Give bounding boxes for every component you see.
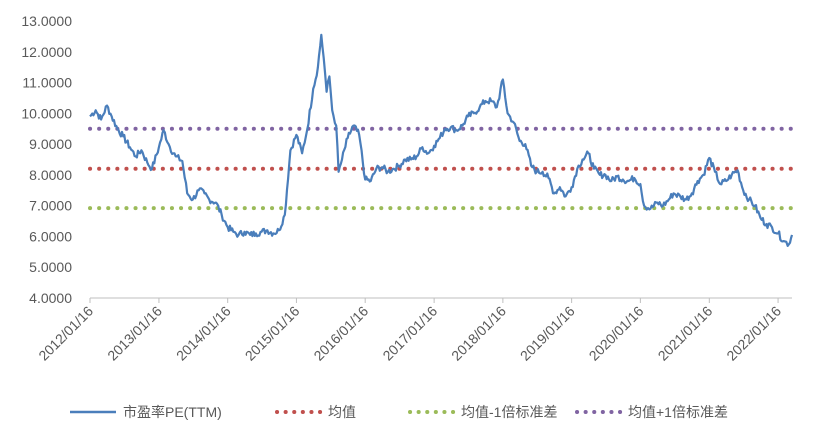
pe-series-layer <box>89 33 794 247</box>
x-tick-label: 2018/01/16 <box>448 303 509 364</box>
x-tick-label: 2022/01/16 <box>723 303 784 364</box>
y-tick-label: 13.0000 <box>21 13 72 29</box>
x-tick-label: 2016/01/16 <box>310 303 371 364</box>
legend: 市盈率PE(TTM) 均值 均值-1倍标准差 均值+1倍标准差 <box>70 404 728 420</box>
band-lines-layer <box>88 126 794 211</box>
y-tick-label: 9.0000 <box>29 136 72 152</box>
legend-label: 均值 <box>328 404 356 420</box>
x-tick-label: 2012/01/16 <box>35 303 96 364</box>
y-tick-label: 7.0000 <box>29 198 72 214</box>
x-tick-label: 2014/01/16 <box>173 303 234 364</box>
x-tick-label: 2020/01/16 <box>586 303 647 364</box>
y-tick-label: 6.0000 <box>29 228 72 244</box>
y-tick-label: 10.0000 <box>21 105 72 121</box>
legend-label: 均值+1倍标准差 <box>628 404 728 420</box>
y-tick-label: 11.0000 <box>22 75 72 91</box>
axis-layer: 4.0000 5.0000 6.0000 7.0000 8.0000 9.0000 10.0… <box>21 13 792 364</box>
pe-series-line <box>89 33 794 247</box>
x-tick-label: 2015/01/16 <box>242 303 303 364</box>
legend-label: 均值-1倍标准差 <box>461 404 557 420</box>
y-tick-label: 8.0000 <box>29 167 72 183</box>
x-tick-label: 2021/01/16 <box>655 303 716 364</box>
x-tick-label: 2017/01/16 <box>379 303 440 364</box>
y-tick-label: 12.0000 <box>21 44 72 60</box>
x-tick-label: 2013/01/16 <box>104 303 165 364</box>
legend-label: 市盈率PE(TTM) <box>123 404 222 420</box>
y-tick-label: 5.0000 <box>29 259 72 275</box>
y-tick-label: 4.0000 <box>29 290 72 306</box>
x-tick-label: 2019/01/16 <box>517 303 578 364</box>
